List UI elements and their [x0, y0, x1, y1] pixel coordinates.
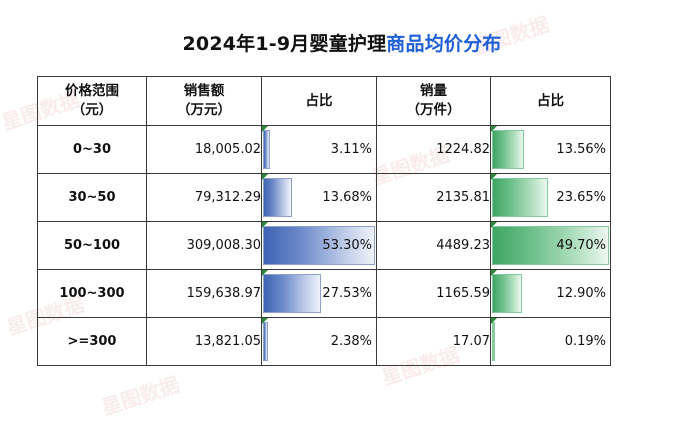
cell-marker-icon — [262, 174, 268, 180]
table-row: >=300 13,821.05 2.38% 17.07 0.19% — [37, 317, 611, 366]
sales-cell: 18,005.02 — [146, 125, 262, 174]
price-range: 0~30 — [72, 142, 112, 157]
cell-marker-icon — [262, 126, 268, 132]
header-volume: 销量 （万件） — [376, 76, 491, 126]
volume-cell: 1224.82 — [376, 125, 491, 174]
cell-marker-icon — [262, 270, 268, 276]
header-volume-label: 销量 （万件） — [406, 83, 461, 118]
volume-share-cell: 12.90% — [490, 269, 611, 318]
sales-value: 13,821.05 — [194, 334, 261, 349]
table-row: 50~100 309,008.30 53.30% 4489.23 49.70% — [37, 221, 611, 270]
volume-share-bar — [492, 226, 609, 265]
sales-share-value: 3.11% — [330, 142, 372, 157]
volume-value: 17.07 — [452, 334, 490, 349]
sales-share-cell: 2.38% — [261, 317, 377, 366]
sales-share-bar — [263, 322, 268, 361]
header-volume-share: 占比 — [490, 76, 611, 126]
sales-cell: 159,638.97 — [146, 269, 262, 318]
volume-share-value: 0.19% — [564, 334, 606, 349]
cell-marker-icon — [262, 222, 268, 228]
volume-cell: 2135.81 — [376, 173, 491, 222]
watermark: 星图数据 — [98, 372, 183, 420]
header-range: 价格范围 （元） — [37, 76, 147, 126]
sales-value: 159,638.97 — [186, 286, 261, 301]
volume-share-value: 12.90% — [556, 286, 606, 301]
price-range: 100~300 — [59, 286, 125, 301]
header-range-label: 价格范围 （元） — [65, 83, 119, 118]
volume-share-cell: 0.19% — [490, 317, 611, 366]
sales-share-cell: 13.68% — [261, 173, 377, 222]
title-highlight: 商品均价分布 — [386, 33, 502, 55]
sales-share-cell: 3.11% — [261, 125, 377, 174]
sales-value: 18,005.02 — [194, 142, 261, 157]
sales-cell: 79,312.29 — [146, 173, 262, 222]
volume-share-bar — [492, 178, 548, 217]
price-range: >=300 — [67, 334, 117, 349]
sales-share-bar — [263, 274, 321, 313]
table-row: 0~30 18,005.02 3.11% 1224.82 13.56% — [37, 125, 611, 174]
header-sales-share-label: 占比 — [305, 92, 333, 109]
header-sales: 销售额 （万元） — [146, 76, 262, 126]
volume-share-bar — [492, 274, 522, 313]
volume-cell: 17.07 — [376, 317, 491, 366]
sales-value: 79,312.29 — [194, 190, 261, 205]
price-distribution-table: 价格范围 （元） 销售额 （万元） 占比 销量 （万件） 占比 0~30 18,… — [37, 76, 611, 366]
price-range: 50~100 — [63, 238, 121, 253]
table-row: 30~50 79,312.29 13.68% 2135.81 23.65% — [37, 173, 611, 222]
volume-value: 1224.82 — [436, 142, 490, 157]
cell-marker-icon — [491, 174, 497, 180]
header-sales-label: 销售额 （万元） — [177, 83, 231, 118]
cell-marker-icon — [491, 126, 497, 132]
cell-marker-icon — [491, 318, 497, 324]
header-volume-share-label: 占比 — [537, 92, 564, 109]
sales-share-value: 13.68% — [322, 190, 372, 205]
price-range-cell: >=300 — [37, 317, 147, 366]
price-range: 30~50 — [68, 190, 116, 205]
header-sales-share: 占比 — [261, 76, 377, 126]
volume-share-cell: 23.65% — [490, 173, 611, 222]
sales-share-bar — [263, 178, 292, 217]
price-range-cell: 100~300 — [37, 269, 147, 318]
volume-share-value: 49.70% — [556, 238, 606, 253]
volume-cell: 4489.23 — [376, 221, 491, 270]
header-row: 价格范围 （元） 销售额 （万元） 占比 销量 （万件） 占比 — [37, 76, 611, 126]
title-main: 2024年1-9月婴童护理 — [182, 33, 387, 55]
price-range-cell: 30~50 — [37, 173, 147, 222]
volume-value: 2135.81 — [436, 190, 490, 205]
volume-cell: 1165.59 — [376, 269, 491, 318]
volume-value: 1165.59 — [436, 286, 490, 301]
price-range-cell: 0~30 — [37, 125, 147, 174]
cell-marker-icon — [491, 222, 497, 228]
volume-share-cell: 13.56% — [490, 125, 611, 174]
sales-share-bar — [263, 226, 375, 265]
sales-cell: 13,821.05 — [146, 317, 262, 366]
sales-share-value: 53.30% — [322, 238, 372, 253]
sales-share-value: 2.38% — [330, 334, 372, 349]
volume-share-value: 13.56% — [556, 142, 606, 157]
volume-share-value: 23.65% — [556, 190, 606, 205]
sales-share-cell: 53.30% — [261, 221, 377, 270]
volume-share-cell: 49.70% — [490, 221, 611, 270]
table-row: 100~300 159,638.97 27.53% 1165.59 12.90% — [37, 269, 611, 318]
sales-share-value: 27.53% — [322, 286, 372, 301]
sales-share-cell: 27.53% — [261, 269, 377, 318]
cell-marker-icon — [491, 270, 497, 276]
cell-marker-icon — [262, 318, 268, 324]
volume-share-bar — [492, 130, 524, 169]
sales-value: 309,008.30 — [186, 238, 261, 253]
sales-cell: 309,008.30 — [146, 221, 262, 270]
volume-share-bar — [492, 322, 495, 361]
page-title: 2024年1-9月婴童护理商品均价分布 — [0, 30, 684, 58]
price-range-cell: 50~100 — [37, 221, 147, 270]
sales-share-bar — [263, 130, 270, 169]
volume-value: 4489.23 — [436, 238, 490, 253]
